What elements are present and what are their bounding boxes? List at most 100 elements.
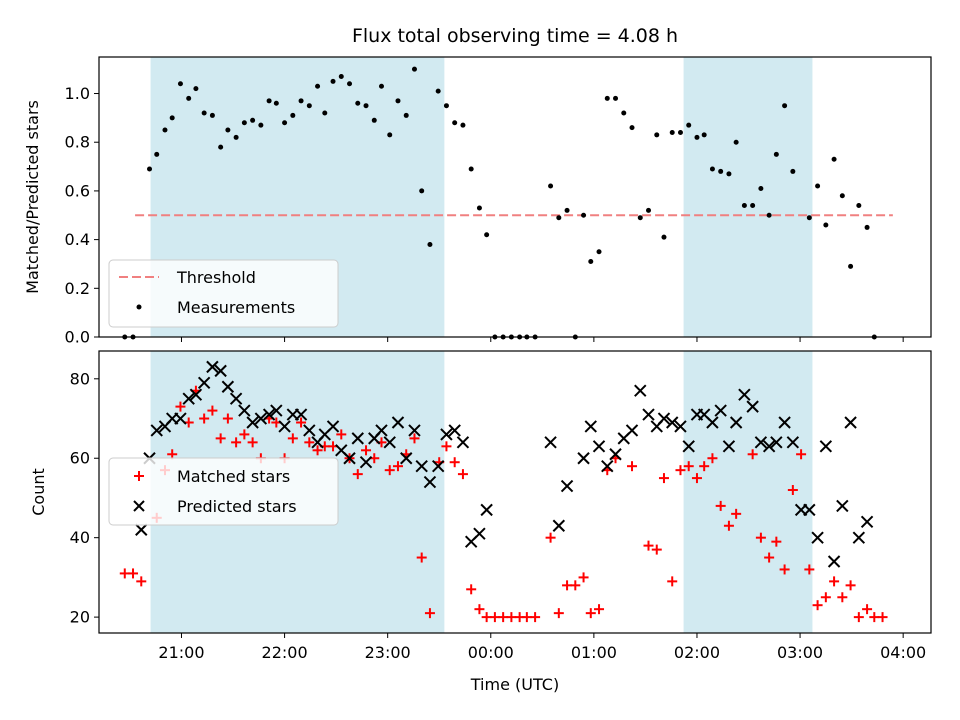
measurement-point (637, 215, 643, 221)
measurement-point (298, 98, 304, 104)
measurement-point (460, 122, 466, 128)
matched-star-point (829, 576, 840, 587)
predicted-star-point (423, 475, 437, 489)
predicted-star-point (383, 436, 396, 449)
matched-star-point (837, 592, 848, 603)
measurement-point (201, 110, 207, 116)
matched-star-point (199, 413, 210, 424)
predicted-star-point (714, 404, 727, 417)
measurement-point (596, 249, 602, 255)
measurement-point (443, 103, 449, 109)
predicted-star-point (836, 499, 849, 513)
predicted-star-point (738, 388, 751, 401)
measurement-point (790, 168, 796, 174)
predicted-star-point (303, 424, 316, 437)
predicted-star-point (706, 416, 719, 429)
predicted-star-point (770, 436, 783, 449)
chart-title: Flux total observing time = 4.08 h (352, 25, 678, 47)
matched-star-point (707, 453, 718, 464)
x-axis-label-time: Time (UTC) (470, 675, 559, 694)
measurement-point (741, 203, 747, 209)
matched-star-point (416, 552, 427, 563)
measurement-point (355, 100, 361, 106)
predicted-star-point (270, 404, 283, 417)
predicted-star-point (609, 448, 622, 461)
measurement-point (147, 166, 153, 172)
predicted-star-point (343, 452, 356, 465)
matched-star-point (409, 433, 420, 444)
y-tick-label: 0.4 (65, 230, 90, 249)
measurement-point (758, 185, 764, 191)
predicted-star-point (844, 416, 857, 429)
matched-star-point (175, 401, 186, 412)
y-tick-label: 0.2 (65, 279, 90, 298)
predicted-star-point (431, 459, 445, 473)
predicted-star-point (440, 428, 453, 441)
matched-star-point (570, 580, 581, 591)
matched-star-point (731, 508, 742, 519)
matched-star-point (312, 445, 323, 456)
measurement-point (419, 188, 425, 194)
measurement-point (209, 112, 215, 118)
predicted-star-point (584, 420, 597, 433)
matched-star-point (392, 461, 403, 472)
measurement-point (266, 98, 272, 104)
measurement-point (766, 212, 772, 218)
measurement-point (177, 81, 183, 87)
y-tick-label: 1.0 (65, 84, 90, 103)
matched-star-point (787, 485, 798, 496)
bottom-panel-frame (98, 350, 932, 634)
predicted-star-point (229, 392, 243, 405)
matched-star-point (336, 429, 347, 440)
measurement-point (378, 83, 384, 89)
y-axis-label-count: Count (29, 468, 48, 516)
matched-star-point (845, 580, 856, 591)
measurement-point (604, 95, 610, 101)
predicted-star-point (238, 404, 251, 417)
predicted-star-point (860, 515, 874, 528)
matched-star-point (699, 461, 710, 472)
x-tick-label: 04:00 (880, 643, 926, 662)
legend-matched-label: Matched stars (177, 467, 290, 486)
measurement-point (371, 117, 377, 123)
predicted-star-point (544, 436, 557, 449)
predicted-star-point (729, 416, 743, 429)
measurement-point (411, 66, 417, 72)
measurement-point (686, 122, 692, 128)
measurement-point (831, 156, 837, 162)
top-panel-frame (98, 56, 932, 338)
measurement-point (395, 98, 401, 104)
predicted-star-point (400, 452, 413, 465)
predicted-star-point (778, 416, 791, 429)
measurement-point (162, 127, 168, 133)
measurement-point (273, 100, 279, 106)
bottom-panel-count-plot: 20 40 60 80 21:00 22:00 23:00 00:00 01:00 02:00 0… (29, 350, 932, 694)
measurement-point (315, 83, 321, 89)
measurement-point (258, 122, 264, 128)
matched-star-point (862, 604, 873, 615)
matched-star-point (691, 473, 702, 484)
predicted-star-point (473, 527, 486, 540)
measurement-point (193, 86, 199, 92)
predicted-star-point (197, 376, 211, 389)
predicted-star-point (762, 440, 776, 453)
measurement-point (347, 81, 353, 87)
measurement-point (677, 129, 683, 135)
predicted-star-point (754, 436, 768, 449)
legend-bottom: Matched stars Predicted stars (108, 457, 339, 526)
measurement-point (669, 129, 675, 135)
matched-star-point (643, 540, 654, 551)
predicted-star-point (642, 408, 655, 421)
predicted-star-point (456, 436, 470, 449)
x-tick-label: 23:00 (365, 643, 411, 662)
matched-star-point (804, 564, 815, 575)
predicted-star-point (214, 364, 227, 378)
predicted-star-point (552, 519, 566, 532)
matched-star-point (304, 437, 315, 448)
measurement-point (169, 115, 175, 121)
measurement-point (782, 103, 788, 109)
measurement-point (646, 207, 652, 213)
y-tick-label: 40 (70, 528, 90, 547)
matched-star-point (128, 568, 139, 579)
